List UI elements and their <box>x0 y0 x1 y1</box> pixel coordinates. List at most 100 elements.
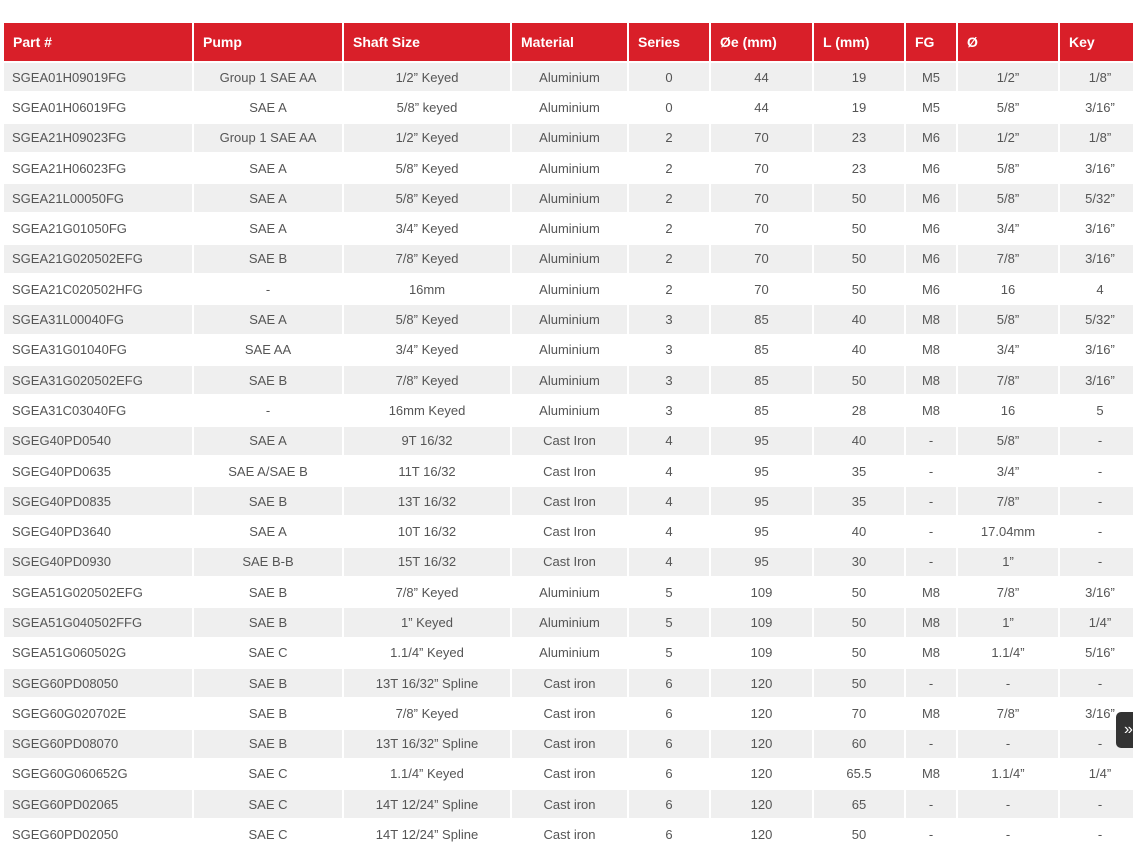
table-cell: Aluminium <box>539 584 600 600</box>
table-cell: 2 <box>629 184 709 213</box>
table-row: SGEA31L00040FG SAE A 5/8” Keyed Aluminium 3 8… <box>4 305 1133 334</box>
table-cell: 120 <box>711 729 812 758</box>
table-cell: Cast Iron <box>543 524 596 540</box>
table-cell: 85 <box>754 342 769 358</box>
table-row: SGEA21G01050FG SAE A 3/4” Keyed Aluminium 2 7… <box>4 214 1133 242</box>
table-cell: SAE AA <box>244 342 292 358</box>
table-cell: 85 <box>711 305 812 334</box>
table-cell: 70 <box>711 123 812 152</box>
double-chevron-icon: » <box>1124 721 1133 738</box>
table-cell: M8 <box>921 766 941 782</box>
table-cell: 4 <box>1096 281 1104 297</box>
table-header-row: Part # Pump Shaft Size Material Series Øe (mm… <box>4 23 1133 61</box>
table-cell: 6 <box>665 705 673 721</box>
table-cell: 1” Keyed <box>344 608 510 637</box>
table-cell: SGEG60PD08070 <box>4 729 192 758</box>
column-header: Ø <box>958 23 1058 61</box>
table-row: SGEG40PD0930 SAE B-B 15T 16/32 Cast Iron 4 95… <box>4 547 1133 577</box>
table-cell: M8 <box>921 342 941 358</box>
table-cell: 14T 12/24” Spline <box>344 790 510 819</box>
table-row: SGEA01H09019FG Group 1 SAE AA 1/2” Keyed Al… <box>4 63 1133 92</box>
table-row: SGEG60PD02065 SAE C 14T 12/24” Spline Cast … <box>4 790 1133 819</box>
table-cell: 13T 16/32” Spline <box>344 729 510 758</box>
table-cell: 50 <box>851 584 867 600</box>
table-cell: 1/2” <box>958 63 1058 92</box>
table-cell: 16 <box>1000 281 1016 297</box>
table-cell: SAE B <box>194 244 342 274</box>
table-cell: 1/8” <box>1060 63 1133 92</box>
table-cell: 16mm <box>408 281 446 297</box>
table-row: SGEG60PD08070 SAE B 13T 16/32” Spline Cast … <box>4 729 1133 758</box>
table-cell: 1” <box>958 547 1058 577</box>
table-cell: 50 <box>851 221 867 237</box>
table-cell: 70 <box>754 160 769 176</box>
table-cell: 5 <box>1096 402 1104 418</box>
table-cell: SAE B <box>194 487 342 516</box>
column-header: Shaft Size <box>344 23 510 61</box>
table-cell: 44 <box>711 63 812 92</box>
table-cell: 4 <box>665 463 673 479</box>
table-cell: 7/8” <box>958 244 1058 274</box>
table-cell: 3 <box>629 305 709 334</box>
table-cell: 16 <box>1000 402 1016 418</box>
table-cell: 1/8” <box>1060 123 1133 152</box>
table-cell: 3 <box>665 342 673 358</box>
table-cell: - <box>906 487 956 516</box>
table-cell: 109 <box>711 608 812 637</box>
table-row: SGEA51G040502FFG SAE B 1” Keyed Aluminium 5 1… <box>4 608 1133 637</box>
table-cell: 5/32” <box>1060 305 1133 334</box>
table-cell: Aluminium <box>512 608 627 637</box>
table-cell: SAE C <box>194 790 342 819</box>
table-cell: Aluminium <box>512 184 627 213</box>
table-cell: - <box>1060 547 1133 577</box>
table-cell: 50 <box>814 244 904 274</box>
table-cell: Cast iron <box>543 766 596 782</box>
table-cell: SGEG60G020702E <box>12 705 127 721</box>
table-cell: 5/8” keyed <box>396 99 458 115</box>
table-cell: 4 <box>629 426 709 455</box>
column-header: Material <box>512 23 627 61</box>
table-cell: 70 <box>754 281 769 297</box>
table-row: SGEA31C03040FG - 16mm Keyed Aluminium 3 85 28 M… <box>4 396 1133 424</box>
table-cell: 1.1/4” <box>991 645 1025 661</box>
table-cell: 65 <box>814 790 904 819</box>
table-cell: Cast Iron <box>512 426 627 455</box>
table-cell: 5/16” <box>1085 645 1115 661</box>
table-cell: 44 <box>754 99 769 115</box>
table-cell: SGEG60PD08050 <box>4 668 192 698</box>
table-cell: SAE B <box>248 705 288 721</box>
table-cell: 1.1/4” <box>991 766 1025 782</box>
table-cell: - <box>1097 524 1103 540</box>
table-cell: 5/8” <box>958 184 1058 213</box>
table-row: SGEG40PD0540 SAE A 9T 16/32 Cast Iron 4 95 40-… <box>4 426 1133 455</box>
column-header: Øe (mm) <box>711 23 812 61</box>
table-cell: 70 <box>851 705 867 721</box>
table-cell: Aluminium <box>539 402 600 418</box>
table-cell: 0 <box>665 99 673 115</box>
table-row: SGEA31G020502EFG SAE B 7/8” Keyed Aluminium… <box>4 365 1133 395</box>
table-cell: 1/2” Keyed <box>344 123 510 152</box>
table-cell: 85 <box>754 402 769 418</box>
table-cell: - <box>958 729 1058 758</box>
table-cell: - <box>928 827 934 843</box>
table-cell: 6 <box>665 827 673 843</box>
table-cell: SGEA21C020502HFG <box>12 281 143 297</box>
table-cell: 7/8” <box>996 705 1020 721</box>
scroll-toggle-button[interactable]: » <box>1116 712 1133 748</box>
table-cell: 120 <box>711 668 812 698</box>
table-cell: M6 <box>921 221 941 237</box>
table-cell: SGEA31C03040FG <box>12 402 127 418</box>
table-cell: 95 <box>754 524 769 540</box>
table-cell: 2 <box>665 221 673 237</box>
table-row: SGEG40PD3640 SAE A 10T 16/32 Cast Iron 4 95 40… <box>4 517 1133 545</box>
table-cell: 85 <box>711 365 812 395</box>
table-cell: M8 <box>906 365 956 395</box>
column-header: Part # <box>4 23 192 61</box>
table-cell: 3 <box>629 365 709 395</box>
table-cell: SGEA51G020502EFG <box>12 584 143 600</box>
table-cell: 95 <box>711 547 812 577</box>
table-row: SGEG60G060652G SAE C 1.1/4” Keyed Cast iron… <box>4 760 1133 788</box>
table-cell: - <box>265 281 271 297</box>
table-cell: 109 <box>750 584 773 600</box>
table-cell: M5 <box>921 99 941 115</box>
